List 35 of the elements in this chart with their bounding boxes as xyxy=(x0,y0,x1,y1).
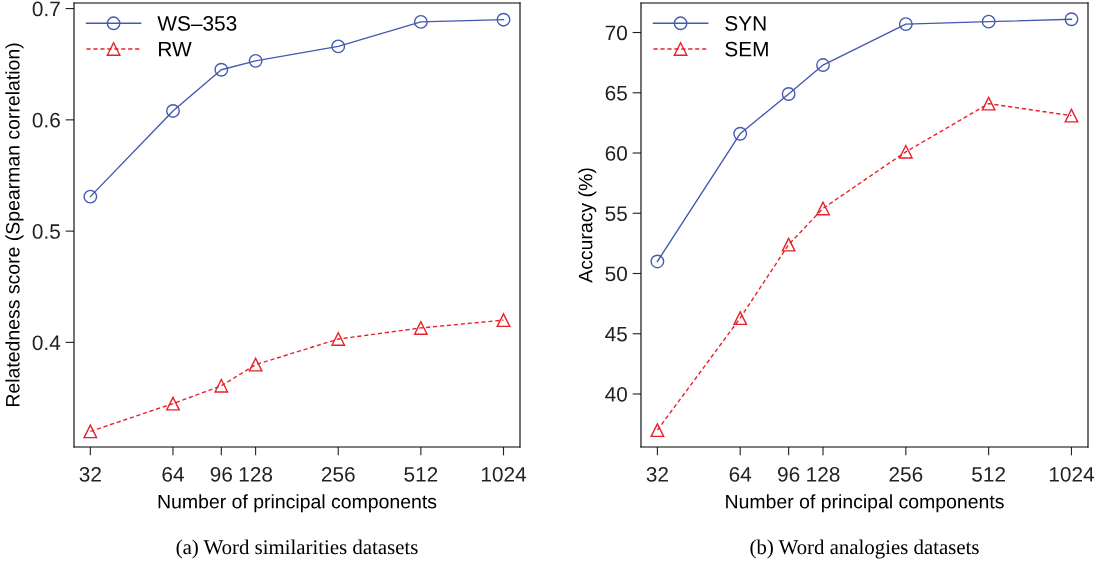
x-tick-label: 32 xyxy=(646,466,668,482)
y-tick-label: 0.6 xyxy=(32,112,60,128)
x-axis-title: Number of principal components xyxy=(726,494,1004,513)
x-tick-label: 64 xyxy=(729,466,752,482)
legend-label: WS–353 xyxy=(157,16,237,31)
y-tick-label: 0.5 xyxy=(32,224,60,239)
y-tick-label: 55 xyxy=(605,206,627,222)
y-tick-label: 45 xyxy=(605,326,627,342)
x-tick-label: 64 xyxy=(162,466,184,482)
text: (b) Word analogies datasets xyxy=(750,539,979,559)
legend-label: SYN xyxy=(725,16,766,31)
legend-label: SEM xyxy=(725,41,768,57)
x-tick-label: 128 xyxy=(807,466,840,482)
x-tick-label: 128 xyxy=(239,466,273,482)
x-tick-label: 256 xyxy=(321,466,355,482)
x-tick-label: 256 xyxy=(889,466,923,482)
legend-label: RW xyxy=(159,41,192,57)
text: (a) Word similarities datasets xyxy=(176,539,418,559)
x-tick-label: 32 xyxy=(79,466,101,482)
y-axis-title: Accuracy (%) xyxy=(578,168,597,283)
x-tick-label: 1024 xyxy=(481,466,527,482)
x-tick-label: 96 xyxy=(778,466,800,482)
y-tick-label: 0.7 xyxy=(32,1,60,17)
y-tick-label: 60 xyxy=(605,146,627,161)
y-axis-title: Relatedness score (Spearman correlation) xyxy=(5,43,24,407)
y-tick-label: 50 xyxy=(605,266,627,282)
x-axis-title: Number of principal components xyxy=(158,494,437,513)
x-tick-label: 512 xyxy=(972,466,1005,482)
y-tick-label: 65 xyxy=(605,85,627,101)
y-tick-label: 40 xyxy=(605,386,627,402)
x-tick-label: 96 xyxy=(210,466,232,482)
x-tick-label: 512 xyxy=(404,466,438,482)
y-tick-label: 0.4 xyxy=(32,335,61,351)
y-tick-label: 70 xyxy=(605,25,627,41)
x-tick-label: 1024 xyxy=(1049,466,1095,482)
